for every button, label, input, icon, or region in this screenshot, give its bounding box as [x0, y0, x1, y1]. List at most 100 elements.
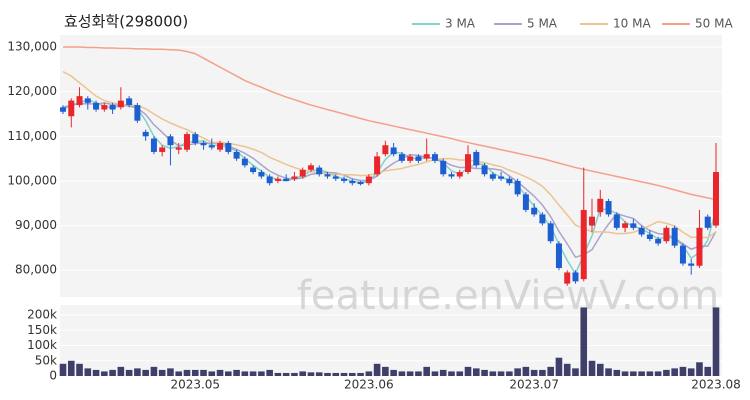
volume-bar: [357, 372, 364, 376]
volume-bar: [117, 366, 125, 376]
volume-bar: [431, 371, 439, 376]
volume-bar: [448, 371, 455, 376]
volume-tick-label: 100k: [27, 338, 57, 352]
volume-bar: [241, 371, 249, 376]
candle-body: [605, 201, 612, 215]
candle-body: [382, 145, 389, 155]
candle-body: [646, 234, 653, 239]
volume-bar: [439, 369, 447, 376]
volume-bar: [76, 363, 83, 376]
volume-bar: [183, 369, 191, 376]
volume-bar: [167, 368, 174, 376]
candle-body: [481, 165, 488, 175]
candle-body: [134, 105, 141, 121]
volume-bar: [456, 371, 464, 376]
candle-body: [613, 214, 620, 228]
volume-bar: [282, 372, 290, 376]
volume-tick-label: 50k: [35, 353, 57, 367]
ma-line: [62, 70, 717, 239]
candle-body: [448, 174, 455, 177]
candle-body: [398, 154, 405, 161]
volume-bar: [663, 369, 670, 376]
volume-bar: [390, 369, 397, 376]
candle-body: [324, 174, 331, 177]
volume-panel: [60, 305, 722, 376]
candle-body: [76, 96, 83, 106]
volume-bar: [67, 360, 75, 376]
volume-bar: [638, 371, 645, 376]
candle-body: [291, 176, 298, 179]
candle-body: [522, 194, 529, 210]
volume-bar: [580, 307, 588, 376]
candle-body: [473, 151, 480, 166]
volume-bar: [687, 368, 695, 376]
candle-body: [307, 165, 314, 170]
volume-bar: [307, 372, 315, 376]
candle-body: [101, 105, 108, 110]
candle-body: [175, 147, 182, 150]
candle-body: [671, 227, 678, 246]
candle-body: [365, 176, 372, 184]
volume-bar: [142, 369, 149, 376]
candle-body: [572, 272, 579, 282]
candle-body: [142, 131, 149, 137]
volume-bar: [200, 369, 207, 376]
volume-bar: [125, 369, 133, 376]
volume-bar: [588, 360, 596, 376]
volume-bar: [158, 369, 166, 376]
candle-body: [630, 223, 637, 228]
volume-bar: [464, 366, 472, 376]
volume-bar: [266, 369, 273, 376]
candle-body: [696, 227, 703, 266]
volume-bar: [274, 372, 282, 376]
volume-bar: [382, 366, 389, 376]
candle-body: [60, 107, 66, 112]
candle-body: [531, 207, 538, 215]
candle-body: [357, 181, 364, 185]
price-panel: [60, 35, 722, 297]
volume-bar: [522, 366, 530, 376]
volume-bar: [654, 371, 662, 376]
candle-body: [341, 178, 348, 181]
y-tick-label: 120,000: [7, 84, 57, 98]
candle-body: [514, 180, 521, 195]
volume-bar: [472, 368, 480, 376]
candle-body: [704, 216, 711, 228]
volume-bar: [712, 307, 720, 376]
y-tick-label: 90,000: [15, 218, 57, 232]
volume-bar: [191, 369, 199, 376]
volume-bar: [249, 371, 257, 376]
candle-body: [564, 272, 571, 284]
candle-body: [555, 243, 562, 268]
candle-body: [688, 263, 695, 266]
volume-tick-label: 150k: [27, 323, 57, 337]
volume-bar: [423, 366, 430, 376]
watermark: feature.enViewV.com: [297, 273, 719, 319]
candle-body: [250, 167, 257, 173]
volume-bar: [233, 369, 240, 376]
volume-bar: [621, 371, 629, 376]
candle-body: [68, 100, 75, 117]
candle-body: [84, 98, 91, 103]
volume-bar: [497, 371, 505, 376]
x-tick-label: 2023.07: [509, 378, 559, 392]
x-tick-label: 2023.06: [344, 378, 394, 392]
volume-bar: [630, 371, 637, 376]
candle-body: [200, 143, 207, 146]
volume-bar: [563, 363, 571, 376]
volume-bar: [208, 371, 216, 376]
candle-body: [663, 227, 670, 242]
volume-bar: [84, 368, 92, 376]
candle-body: [713, 172, 719, 226]
volume-bar: [406, 371, 414, 376]
volume-bar: [299, 371, 307, 376]
candle-body: [117, 100, 124, 108]
volume-bar: [332, 372, 340, 376]
volume-bar: [704, 366, 712, 376]
volume-bar: [101, 371, 108, 376]
volume-bar: [109, 369, 116, 376]
candle-body: [109, 105, 116, 110]
y-tick-label: 130,000: [7, 40, 57, 54]
candle-body: [183, 134, 190, 150]
